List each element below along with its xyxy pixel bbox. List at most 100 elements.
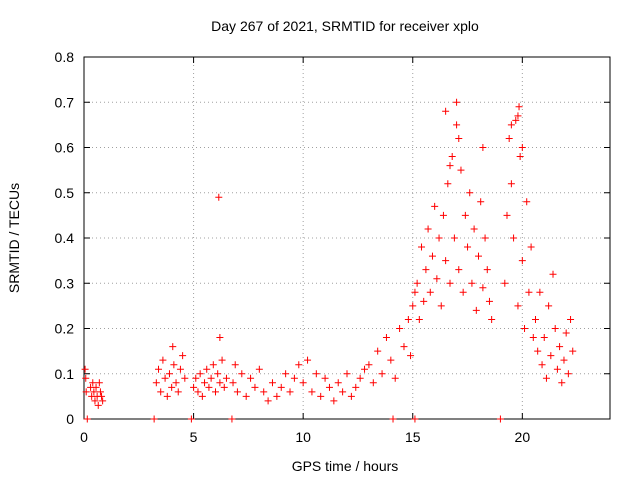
data-point bbox=[389, 415, 397, 423]
data-point bbox=[433, 275, 441, 283]
data-point bbox=[174, 388, 182, 396]
data-point bbox=[521, 325, 529, 332]
data-point bbox=[453, 98, 461, 106]
data-point bbox=[477, 198, 485, 206]
data-point bbox=[89, 379, 97, 387]
data-point bbox=[523, 198, 531, 206]
data-point bbox=[470, 225, 478, 233]
data-point bbox=[569, 347, 577, 355]
data-point bbox=[448, 153, 456, 161]
data-point bbox=[152, 379, 160, 387]
data-point bbox=[422, 266, 430, 274]
data-point bbox=[90, 388, 98, 396]
data-point bbox=[205, 383, 213, 391]
data-point bbox=[181, 374, 189, 382]
data-point bbox=[251, 383, 259, 391]
data-point bbox=[286, 388, 294, 396]
data-point bbox=[325, 383, 333, 391]
data-point bbox=[534, 347, 542, 355]
data-point bbox=[228, 415, 236, 423]
data-points bbox=[81, 98, 577, 423]
data-point bbox=[437, 302, 445, 310]
data-point bbox=[361, 365, 369, 373]
data-point bbox=[496, 415, 504, 423]
data-point bbox=[196, 370, 204, 378]
data-point bbox=[512, 116, 520, 124]
y-tick-label: 0.6 bbox=[55, 140, 75, 156]
data-point bbox=[515, 103, 523, 111]
data-point bbox=[304, 356, 312, 364]
data-point bbox=[238, 370, 246, 378]
data-point bbox=[387, 356, 395, 364]
data-point bbox=[538, 361, 546, 369]
data-point bbox=[382, 334, 390, 342]
x-tick-label: 20 bbox=[515, 429, 531, 445]
data-point bbox=[424, 225, 432, 233]
data-point bbox=[157, 388, 165, 396]
data-point bbox=[260, 388, 268, 396]
data-point bbox=[339, 388, 347, 396]
data-point bbox=[179, 352, 187, 360]
data-point bbox=[442, 257, 450, 265]
data-point bbox=[479, 144, 487, 151]
data-point bbox=[170, 361, 178, 369]
data-point bbox=[475, 252, 482, 260]
axis-ticks: 0 5 10 15 20 0 0.1 0.2 0.3 0.4 0.5 0.6 0.7 0.8 bbox=[55, 49, 610, 445]
data-point bbox=[83, 415, 91, 423]
chart-title: Day 267 of 2021, SRMTID for receiver xpl… bbox=[211, 18, 479, 34]
data-point bbox=[510, 234, 518, 242]
data-point bbox=[347, 392, 355, 400]
data-point bbox=[435, 234, 443, 242]
data-point bbox=[455, 134, 463, 142]
data-point bbox=[466, 189, 474, 197]
y-tick-label: 0.7 bbox=[55, 94, 75, 110]
data-point bbox=[556, 343, 564, 351]
data-point bbox=[426, 288, 434, 296]
data-point bbox=[483, 266, 491, 274]
data-point bbox=[558, 379, 566, 387]
data-point bbox=[268, 379, 276, 387]
data-point bbox=[488, 315, 496, 323]
data-point bbox=[560, 356, 568, 364]
data-point bbox=[457, 166, 465, 174]
data-point bbox=[536, 288, 544, 296]
y-tick-label: 0.8 bbox=[55, 49, 75, 65]
data-point bbox=[295, 361, 303, 369]
data-point bbox=[216, 334, 224, 342]
data-point bbox=[277, 383, 285, 391]
data-point bbox=[518, 144, 526, 151]
data-point bbox=[91, 397, 99, 405]
data-point bbox=[255, 365, 263, 373]
data-point bbox=[529, 334, 537, 342]
data-point bbox=[161, 374, 169, 382]
data-point bbox=[247, 374, 255, 382]
data-point bbox=[334, 379, 342, 387]
data-point bbox=[396, 325, 404, 332]
data-point bbox=[391, 374, 399, 382]
data-point bbox=[455, 266, 463, 274]
y-axis-label: SRMTID / TECUs bbox=[6, 183, 22, 293]
data-point bbox=[418, 243, 426, 251]
data-point bbox=[365, 361, 373, 369]
data-point bbox=[545, 302, 553, 310]
y-tick-label: 0.4 bbox=[55, 230, 75, 246]
data-point bbox=[317, 392, 325, 400]
data-point bbox=[431, 202, 439, 210]
data-point bbox=[159, 356, 167, 364]
data-point bbox=[409, 302, 417, 310]
data-point bbox=[81, 365, 89, 373]
data-point bbox=[321, 374, 329, 382]
data-point bbox=[215, 193, 223, 201]
y-tick-label: 0.3 bbox=[55, 275, 75, 291]
data-point bbox=[218, 356, 226, 364]
data-point bbox=[190, 383, 198, 391]
y-tick-label: 0.5 bbox=[55, 185, 75, 201]
data-point bbox=[527, 243, 535, 251]
data-point bbox=[481, 234, 489, 242]
data-point bbox=[562, 329, 570, 337]
data-point bbox=[343, 370, 351, 378]
data-point bbox=[330, 397, 338, 405]
x-tick-label: 0 bbox=[80, 429, 88, 445]
data-point bbox=[150, 415, 158, 423]
